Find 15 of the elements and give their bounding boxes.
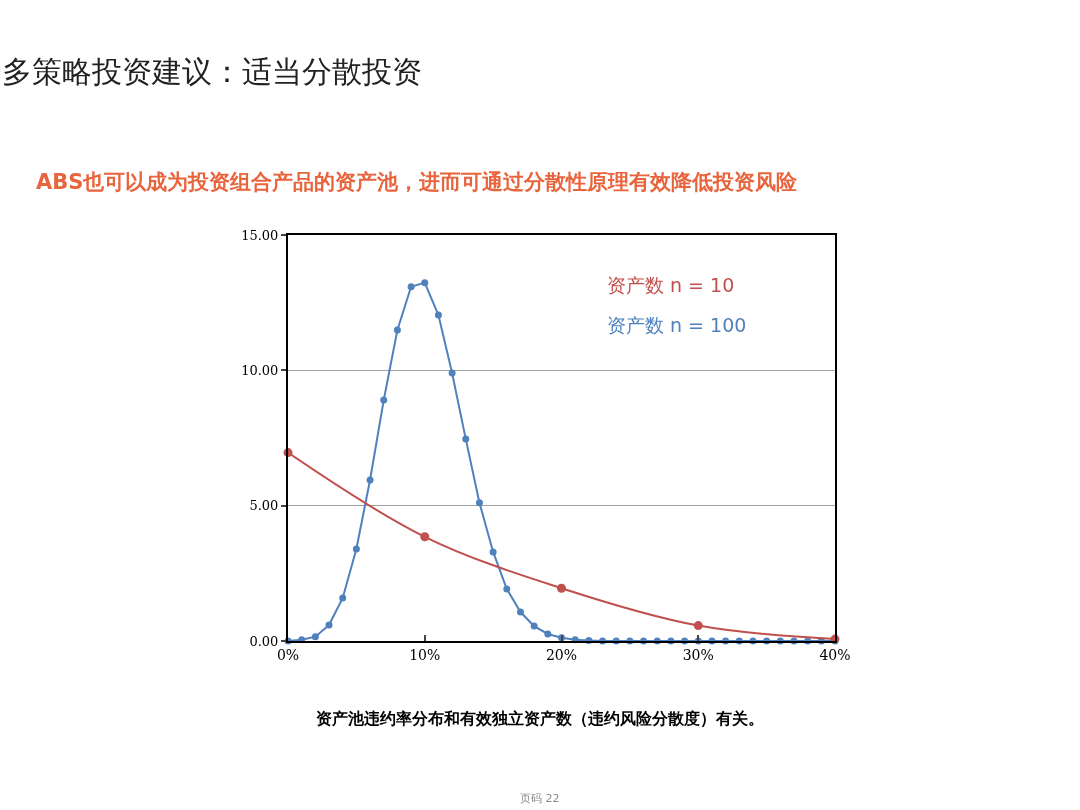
text: 资产数 n = 10 — [607, 274, 735, 296]
chart-title: 多策略投资建议：适当分散投资 — [2, 54, 422, 89]
y-tick-label: 0.00 — [249, 633, 279, 649]
x-tick-label: 10% — [409, 646, 441, 663]
y-tick-label: 5.00 — [249, 498, 279, 514]
x-tick-label: 30% — [682, 646, 714, 663]
text: 资产数 n = 100 — [607, 314, 747, 336]
text: 页码 22 — [520, 792, 560, 805]
x-tick-label: 40% — [819, 646, 851, 663]
y-tick-label: 15.00 — [241, 227, 279, 243]
x-tick-label: 20% — [545, 646, 578, 663]
x-tick-label: 0% — [276, 646, 300, 663]
text: 资产池违约率分布和有效独立资产数（违约风险分散度）有关。 — [316, 709, 764, 728]
chart-subtitle: ABS也可以成为投资组合产品的资产池，进而可通过分散性原理有效降低投资风险 — [36, 170, 799, 194]
y-tick-label: 10.00 — [241, 362, 279, 378]
